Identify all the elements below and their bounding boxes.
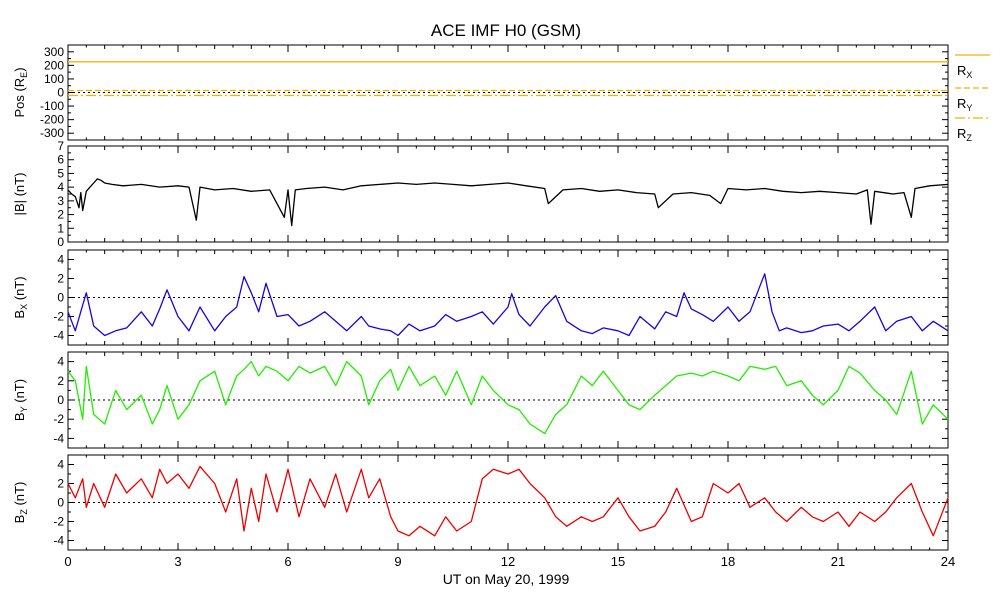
series-line-bx bbox=[67, 273, 949, 337]
y-tick-label: -200 bbox=[40, 113, 64, 127]
y-tick-label: -2 bbox=[53, 412, 64, 426]
y-tick-label: 2 bbox=[57, 272, 64, 286]
legend-label-subscript: X bbox=[966, 70, 972, 80]
y-tick-label: -2 bbox=[53, 515, 64, 529]
panel-3: -4 -2 0 2 4 BX (nT) bbox=[12, 249, 949, 346]
y-tick-label: 300 bbox=[44, 45, 64, 59]
y-label-subscript: E bbox=[19, 72, 29, 78]
series-line-by bbox=[67, 360, 949, 435]
y-tick-label: 0 bbox=[57, 235, 64, 249]
y-tick-label: 1 bbox=[57, 221, 64, 235]
y-tick-label: 0 bbox=[57, 86, 64, 100]
y-tick-label: 2 bbox=[57, 477, 64, 491]
y-axis-label: BX (nT) bbox=[12, 276, 29, 318]
legend-label-ry: RY bbox=[957, 96, 972, 113]
y-tick-label: 200 bbox=[44, 58, 64, 72]
y-label-tail: (nT) bbox=[12, 379, 27, 406]
y-label-tail: (nT) bbox=[12, 276, 27, 303]
y-tick-label: 0 bbox=[57, 496, 64, 510]
legend-label-rz: RZ bbox=[957, 126, 972, 143]
x-tick-label: 15 bbox=[611, 554, 625, 569]
y-label-main: B bbox=[12, 515, 27, 524]
y-tick-label: 100 bbox=[44, 72, 64, 86]
y-label-subscript: X bbox=[19, 304, 29, 310]
y-tick-label: -4 bbox=[53, 329, 64, 343]
y-tick-label: -100 bbox=[40, 99, 64, 113]
x-tick-label: 3 bbox=[174, 554, 181, 569]
series-line-bz bbox=[67, 465, 949, 537]
y-label-subscript: Z bbox=[19, 509, 29, 515]
x-tick-label: 12 bbox=[501, 554, 515, 569]
y-tick-label: 2 bbox=[57, 208, 64, 222]
y-tick-label: -4 bbox=[53, 534, 64, 548]
y-label-main: B bbox=[12, 310, 27, 319]
x-tick-label: 21 bbox=[831, 554, 845, 569]
y-tick-label: 4 bbox=[57, 180, 64, 194]
y-tick-label: -2 bbox=[53, 310, 64, 324]
x-tick-label: 18 bbox=[721, 554, 735, 569]
y-tick-label: -300 bbox=[40, 126, 64, 140]
y-tick-label: 5 bbox=[57, 166, 64, 180]
y-axis-label: BZ (nT) bbox=[12, 482, 29, 524]
y-tick-label: 0 bbox=[57, 291, 64, 305]
x-tick-label: 24 bbox=[941, 554, 955, 569]
legend-label-main: R bbox=[957, 96, 966, 111]
x-tick-label: 9 bbox=[394, 554, 401, 569]
legend-label-main: R bbox=[957, 126, 966, 141]
y-tick-label: 4 bbox=[57, 253, 64, 267]
y-label-subscript: Y bbox=[19, 406, 29, 412]
legend-label-subscript: Y bbox=[966, 103, 972, 113]
y-label-tail: (nT) bbox=[12, 482, 27, 509]
x-axis: 0 3 6 9 12 15 18 21 24 bbox=[64, 554, 955, 569]
panel-4: -4 -2 0 2 4 BY (nT) bbox=[12, 351, 949, 449]
y-label-tail: ) bbox=[12, 67, 27, 71]
y-tick-label: 2 bbox=[57, 374, 64, 388]
legend-label-subscript: Z bbox=[966, 133, 972, 143]
y-tick-label: 4 bbox=[57, 458, 64, 472]
y-axis-label: BY (nT) bbox=[12, 379, 29, 421]
y-label-main: Pos (R bbox=[12, 78, 27, 118]
y-tick-label: 6 bbox=[57, 153, 64, 167]
x-tick-label: 0 bbox=[64, 554, 71, 569]
y-label-main: |B| (nT) bbox=[12, 173, 27, 216]
legend-label-rx: RX bbox=[957, 63, 972, 80]
x-tick-label: 6 bbox=[284, 554, 291, 569]
y-tick-label: 7 bbox=[57, 139, 64, 153]
chart-title: ACE IMF H0 (GSM) bbox=[431, 21, 581, 40]
series-line--b- bbox=[67, 178, 949, 227]
y-tick-label: 0 bbox=[57, 393, 64, 407]
x-axis-label: UT on May 20, 1999 bbox=[443, 571, 570, 587]
y-tick-label: 3 bbox=[57, 194, 64, 208]
panel-frame bbox=[67, 145, 949, 243]
y-axis-label: Pos (RE) bbox=[12, 67, 29, 117]
y-label-main: B bbox=[12, 412, 27, 421]
panel-5: -4 -2 0 2 4 BZ (nT) bbox=[12, 454, 949, 551]
legend-label-main: R bbox=[957, 63, 966, 78]
y-tick-label: 4 bbox=[57, 355, 64, 369]
y-axis-label: |B| (nT) bbox=[12, 173, 27, 216]
y-tick-label: -4 bbox=[53, 431, 64, 445]
